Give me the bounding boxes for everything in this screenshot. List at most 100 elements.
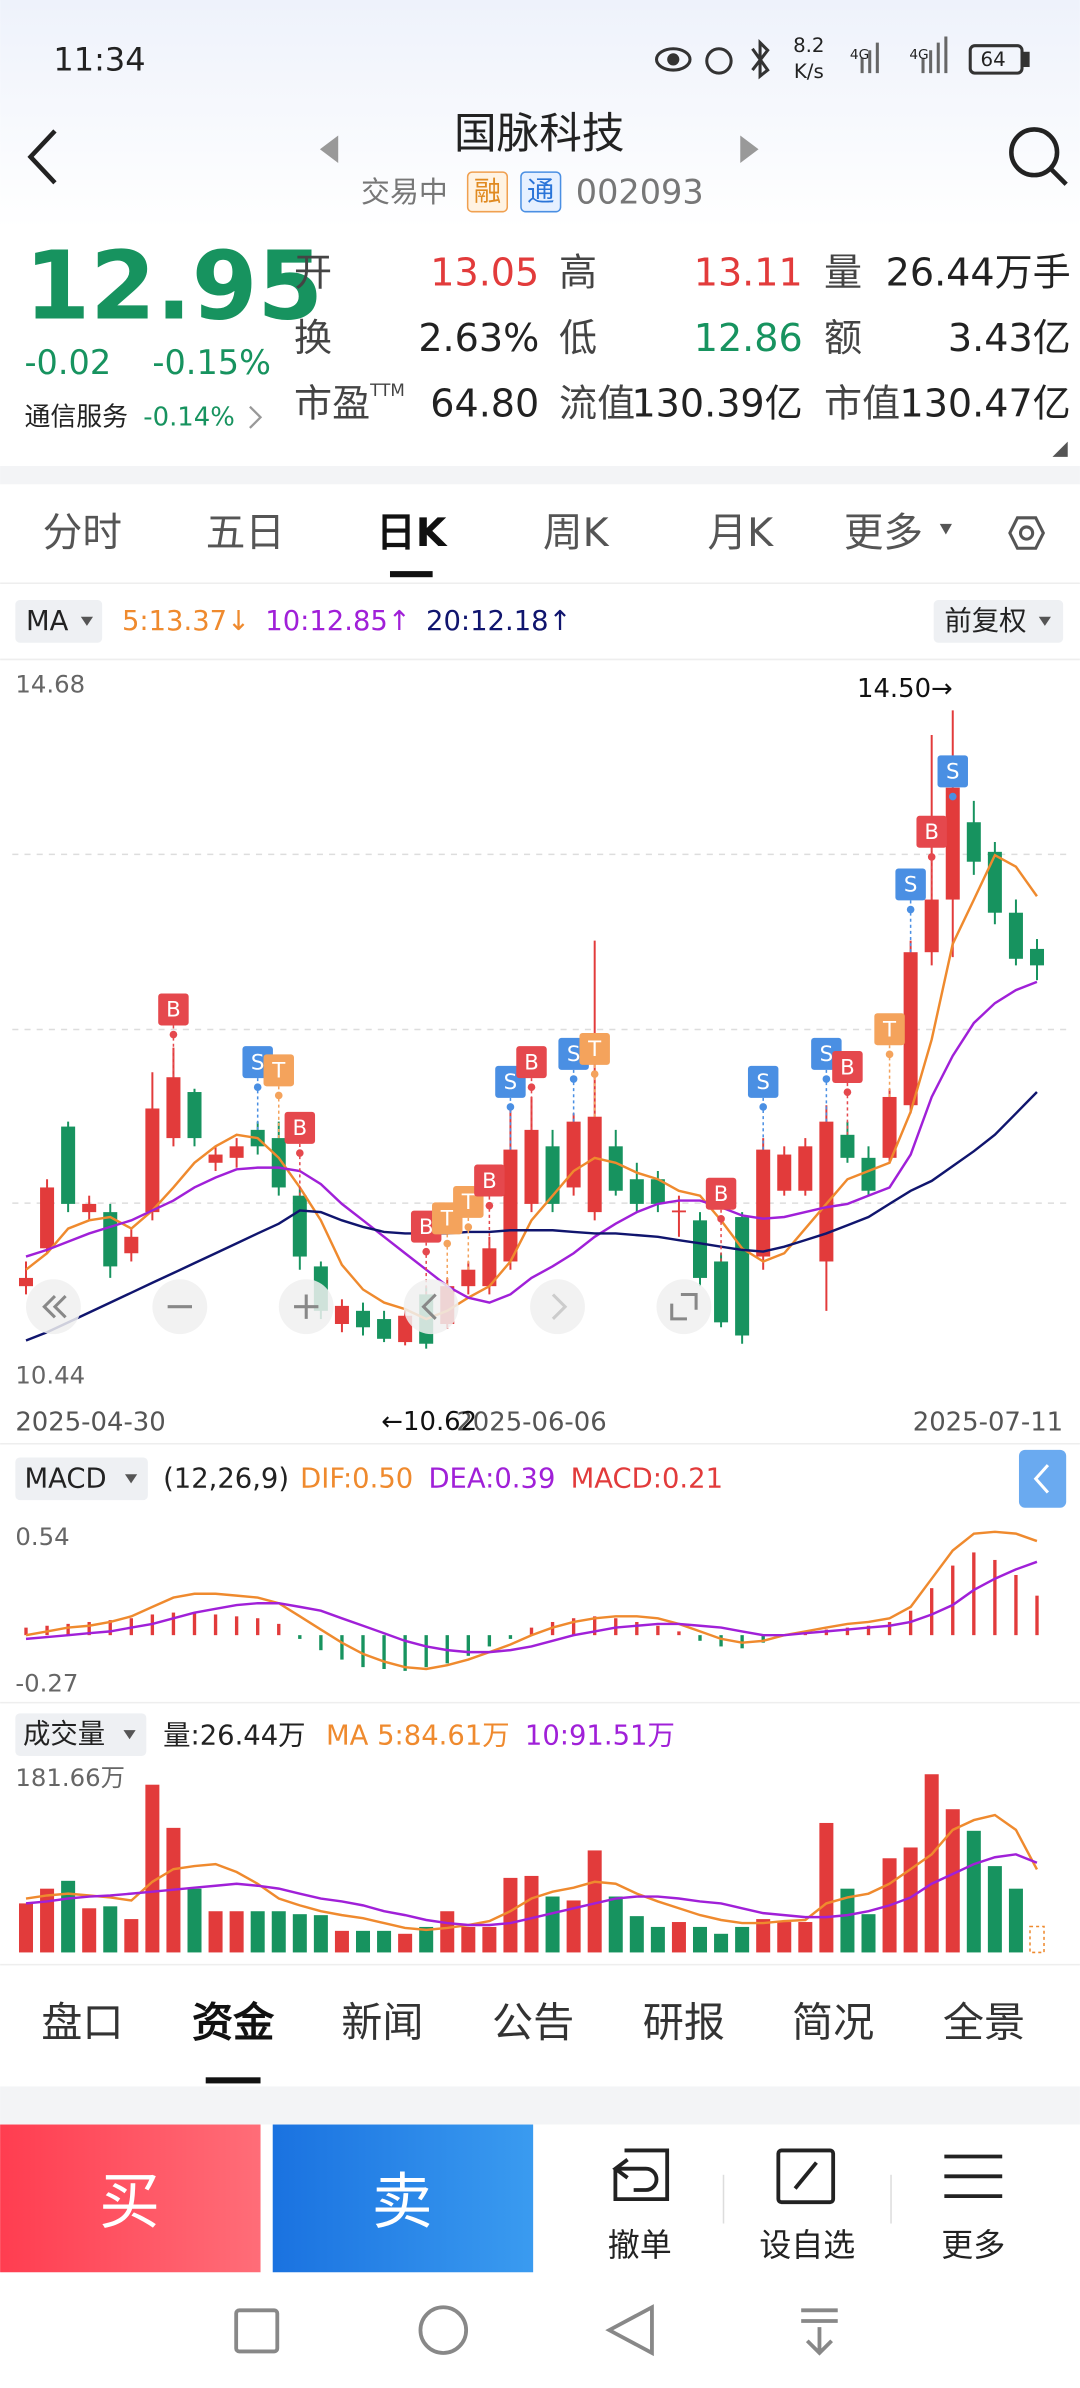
ind-box[interactable] bbox=[15, 600, 103, 643]
legend: MA 5:84.61万 bbox=[326, 1721, 510, 1752]
macd-bar bbox=[382, 1635, 386, 1669]
settings[interactable] bbox=[1008, 516, 1046, 550]
tab[interactable]: 更多 bbox=[844, 510, 923, 556]
field-value: 13.11 bbox=[694, 251, 803, 295]
bottom-tab[interactable]: 资金 bbox=[192, 1998, 275, 2046]
back[interactable] bbox=[27, 129, 57, 185]
volume-bar bbox=[398, 1933, 413, 1953]
tab[interactable]: 月K bbox=[707, 510, 774, 556]
volume-bar bbox=[924, 1774, 939, 1953]
action[interactable]: 更多 bbox=[941, 2226, 1005, 2264]
signal-box bbox=[516, 1046, 547, 1079]
ind-box[interactable] bbox=[15, 1457, 148, 1501]
candle-body bbox=[377, 1319, 392, 1339]
field-label-text: 换 bbox=[294, 316, 332, 360]
tab[interactable]: 周K bbox=[543, 510, 610, 556]
more-arrow bbox=[939, 523, 952, 535]
macd-bar bbox=[951, 1565, 955, 1636]
adjust-box[interactable] bbox=[933, 600, 1064, 643]
bottom-tab[interactable]: 盘口 bbox=[41, 1998, 123, 2046]
legend: 10:91.51万 bbox=[525, 1721, 675, 1752]
battery: 64 bbox=[980, 48, 1005, 71]
bottom-tab[interactable]: 公告 bbox=[492, 1998, 574, 2046]
signal-dot bbox=[569, 1075, 578, 1083]
signal-label: S bbox=[504, 1070, 518, 1095]
candle-body bbox=[1008, 912, 1023, 959]
volume-bar bbox=[82, 1908, 97, 1953]
sell-button[interactable] bbox=[272, 2124, 534, 2273]
badge: 通 bbox=[527, 176, 554, 207]
macd-bar bbox=[256, 1618, 260, 1636]
tab[interactable]: 五日 bbox=[206, 510, 285, 556]
y-tick-label: -0.27 bbox=[15, 1668, 78, 1697]
candle-body bbox=[650, 1179, 665, 1204]
params: (12,26,9) bbox=[163, 1463, 289, 1494]
volume-bar bbox=[482, 1926, 497, 1953]
signal-label: B bbox=[840, 1055, 855, 1080]
macd-bar bbox=[319, 1635, 323, 1651]
candle-body bbox=[861, 1157, 876, 1191]
macd-bar bbox=[424, 1635, 428, 1668]
candle-body bbox=[355, 1310, 371, 1328]
tab[interactable]: 日K bbox=[376, 510, 448, 556]
volume-bar bbox=[756, 1919, 771, 1953]
bottom-tab[interactable]: 全景 bbox=[943, 1998, 1025, 2046]
action-icons[interactable] bbox=[612, 2148, 1003, 2205]
indicator: 成交量 bbox=[23, 1719, 105, 1750]
nav-bar[interactable] bbox=[234, 2304, 838, 2357]
macd-bar bbox=[761, 1635, 765, 1643]
tab-underline bbox=[389, 571, 433, 578]
candle-body bbox=[566, 1121, 581, 1188]
divider bbox=[0, 466, 1080, 485]
field-value: 26.44万手 bbox=[886, 251, 1071, 295]
signal-box bbox=[832, 1051, 863, 1084]
candle-body bbox=[756, 1149, 771, 1257]
chevron[interactable] bbox=[249, 405, 263, 429]
signal-label: T bbox=[587, 1037, 602, 1062]
signal-label: S bbox=[756, 1070, 770, 1095]
bottom-tab[interactable]: 新闻 bbox=[341, 1998, 423, 2046]
drop bbox=[1038, 616, 1051, 626]
volume-bar bbox=[545, 1896, 560, 1953]
action[interactable]: 设自选 bbox=[759, 2226, 855, 2264]
volume-bar bbox=[861, 1914, 876, 1953]
drop bbox=[123, 1730, 136, 1740]
search[interactable] bbox=[1009, 127, 1068, 186]
signal-label: B bbox=[419, 1215, 434, 1240]
legend: DIF:0.50 bbox=[300, 1463, 413, 1494]
field-label: 开 bbox=[294, 251, 332, 295]
candle-body bbox=[208, 1154, 223, 1163]
field-label-text: 量 bbox=[824, 251, 862, 295]
macd-bar bbox=[340, 1635, 344, 1660]
action[interactable]: 撤单 bbox=[608, 2226, 672, 2264]
volume-bar bbox=[671, 1922, 686, 1953]
drop bbox=[124, 1474, 138, 1484]
signal-label: T bbox=[440, 1207, 455, 1232]
macd-bar bbox=[1014, 1574, 1018, 1636]
side-tab[interactable] bbox=[1018, 1449, 1067, 1508]
signal-label: T bbox=[882, 1017, 897, 1042]
bottom-tab[interactable]: 研报 bbox=[643, 1998, 725, 2046]
volume-bar bbox=[334, 1930, 349, 1953]
net-unit: K/s bbox=[794, 60, 824, 83]
candle-body bbox=[777, 1154, 792, 1191]
candle-body bbox=[629, 1179, 644, 1204]
candle-body bbox=[334, 1305, 349, 1324]
volume-bar bbox=[355, 1930, 371, 1953]
field-value: 12.86 bbox=[694, 316, 803, 360]
price: 12.95 bbox=[24, 231, 323, 341]
bottom-tab[interactable]: 简况 bbox=[792, 1998, 874, 2046]
volume-bar bbox=[61, 1880, 76, 1953]
tab[interactable]: 分时 bbox=[43, 510, 122, 556]
volume-ma bbox=[25, 1853, 1038, 1927]
buy-button[interactable] bbox=[0, 2124, 261, 2273]
macd-bar bbox=[213, 1614, 218, 1636]
volume-bar bbox=[987, 1866, 1002, 1953]
signal-box bbox=[916, 815, 947, 848]
macd-bar bbox=[466, 1635, 470, 1656]
ind-box[interactable] bbox=[15, 1713, 147, 1756]
macd-bar bbox=[719, 1635, 723, 1647]
candle-body bbox=[187, 1092, 202, 1139]
signal-label: T bbox=[271, 1059, 286, 1084]
